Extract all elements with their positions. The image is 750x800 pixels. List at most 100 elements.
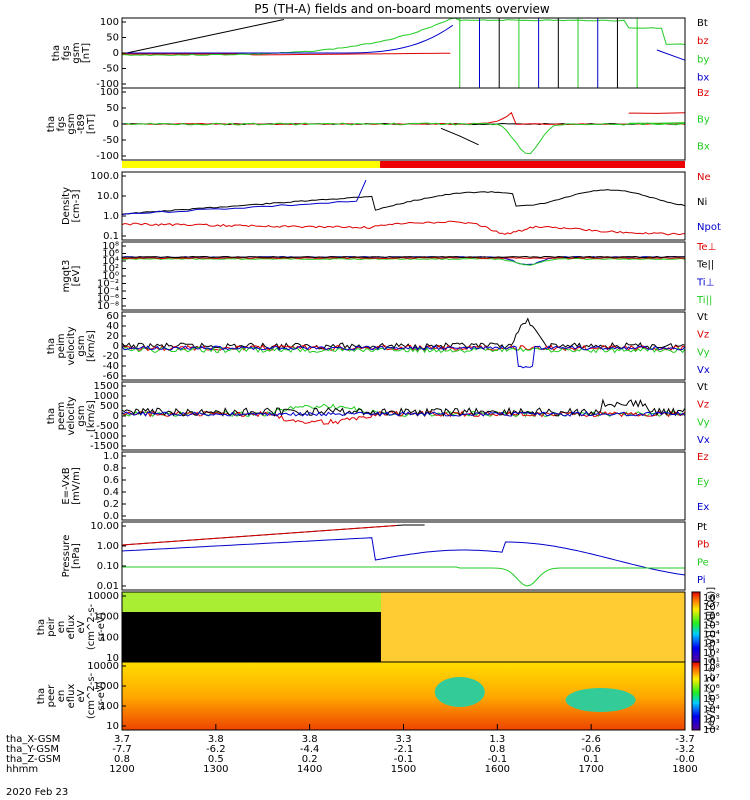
y-axis-label: peem [56, 402, 67, 430]
legend-label: Ni [697, 197, 707, 208]
y-axis-label: eflux [66, 615, 77, 640]
y-axis-label: gsm [76, 405, 87, 426]
legend-label: Bx [697, 141, 710, 152]
ne-line [121, 220, 686, 236]
y-axis-label: [nT] [81, 43, 92, 63]
ephemeris-value: 0.2 [302, 754, 318, 765]
vx-ion [121, 345, 686, 369]
y-tick-label: 1500 [94, 381, 119, 392]
y-axis-label: [mV/m] [71, 467, 82, 505]
y-tick-label: -1500 [90, 441, 119, 452]
by-resid [121, 111, 686, 126]
colorbar-tick: 10⁴ [703, 630, 720, 641]
y-tick-label: 1.00 [97, 541, 119, 552]
y-axis-label: [km/s] [86, 400, 97, 432]
colorbar-2 [691, 661, 701, 731]
legend-label: Pe [697, 557, 709, 568]
y-tick-label: 100 [100, 701, 119, 712]
ephemeris-value: 0.8 [114, 754, 130, 765]
te-par [121, 255, 685, 259]
y-tick-label: 10² [102, 264, 119, 275]
y-tick-label: 10⁴ [102, 256, 119, 267]
y-axis-label: gsm [76, 335, 87, 356]
ephemeris-value: -2.1 [394, 744, 414, 755]
legend-label: Ti|| [696, 295, 712, 306]
ephemeris-value: -3.2 [675, 744, 695, 755]
y-tick-label: -500 [96, 421, 119, 432]
legend-label: Ez [697, 452, 709, 463]
ti-par [122, 257, 686, 266]
legend-label: Bt [697, 18, 708, 29]
legend-label: Ti⊥ [696, 277, 714, 288]
y-tick-label: 100 [100, 632, 119, 643]
y-tick-label: -50 [103, 135, 119, 146]
panel-frame [121, 451, 686, 521]
y-tick-label: 10 [106, 721, 119, 732]
ephemeris-value: 1300 [203, 764, 228, 775]
y-tick-label: 10⁰ [102, 271, 119, 282]
legend-label: Npot [697, 222, 721, 233]
y-axis-label: en [56, 621, 67, 634]
y-tick-label: 40 [106, 321, 119, 332]
legend-label: bz [697, 36, 709, 47]
y-tick-label: 0 [113, 411, 119, 422]
y-tick-label: -100 [96, 79, 119, 90]
y-axis-label: tha [36, 619, 47, 635]
y-tick-label: 10.00 [90, 521, 119, 532]
panel-frame [121, 521, 686, 591]
bz-line [122, 52, 451, 56]
legend-label: Vy [697, 417, 710, 428]
y-axis-label: fgs [56, 116, 67, 131]
y-axis-label: tha [46, 116, 57, 132]
mode-bar-segment [380, 161, 685, 168]
colorbar-tick: 10⁷ [703, 602, 720, 613]
ephemeris-value: 0.5 [208, 754, 224, 765]
y-tick-label: -1000 [90, 431, 119, 442]
vt-ele [121, 398, 686, 418]
y-tick-label: -100 [96, 151, 119, 162]
y-tick-label: 500 [100, 401, 119, 412]
legend-label: Ex [697, 502, 709, 513]
y-tick-label: 10000 [87, 591, 119, 602]
ephemeris-row-label: tha_X-GSM [6, 734, 60, 745]
y-tick-label: 20 [106, 331, 119, 342]
ephemeris-value: 3.8 [302, 734, 318, 745]
by-line [121, 17, 686, 57]
y-tick-label: 10⁻² [97, 279, 119, 290]
ephemeris-value: -0.0 [675, 754, 695, 765]
y-axis-label: sr-eV) [96, 681, 107, 710]
colorbar-label: [eV/(cm^2-s-sr-eV)] (All Qs)] [706, 587, 717, 730]
y-axis-label: Density [61, 187, 72, 225]
y-axis-label: Pressure [61, 535, 72, 578]
ephemeris-value: 1200 [109, 764, 134, 775]
y-tick-label: -50 [103, 64, 119, 75]
y-tick-label: 10⁸ [102, 241, 119, 252]
y-axis-label: tha [36, 688, 47, 704]
y-tick-label: 0 [113, 119, 119, 130]
y-tick-label: 0.2 [103, 499, 119, 510]
y-axis-label: (cm^2-s- [86, 603, 97, 650]
legend-label: By [697, 115, 710, 126]
y-axis-label: eflux [66, 684, 77, 709]
spectro-blob [565, 688, 636, 712]
ephemeris-value: -0.6 [581, 744, 601, 755]
legend-label: Vt [697, 382, 708, 393]
y-axis-label: tha [51, 45, 62, 61]
legend-label: Vy [697, 347, 710, 358]
y-axis-label: mgqt3 [61, 260, 72, 293]
colorbar-tick: 10⁶ [703, 611, 720, 622]
y-tick-label: 10⁻⁴ [97, 286, 119, 297]
ephemeris-value: -4.4 [300, 744, 320, 755]
ephemeris-value: 1700 [578, 764, 603, 775]
y-tick-label: 0.6 [103, 475, 119, 486]
colorbar-tick: 10⁸ [703, 593, 720, 604]
colorbar-tick: 10⁶ [703, 684, 720, 695]
legend-label: Ey [697, 477, 709, 488]
vz-ion [121, 344, 686, 352]
vt-ion [121, 317, 686, 350]
y-axis-label: gsm [71, 42, 82, 63]
ephemeris-value: 1400 [297, 764, 322, 775]
y-axis-label: peim [56, 333, 67, 358]
y-axis-label: en [56, 690, 67, 703]
ni-line [121, 189, 686, 215]
